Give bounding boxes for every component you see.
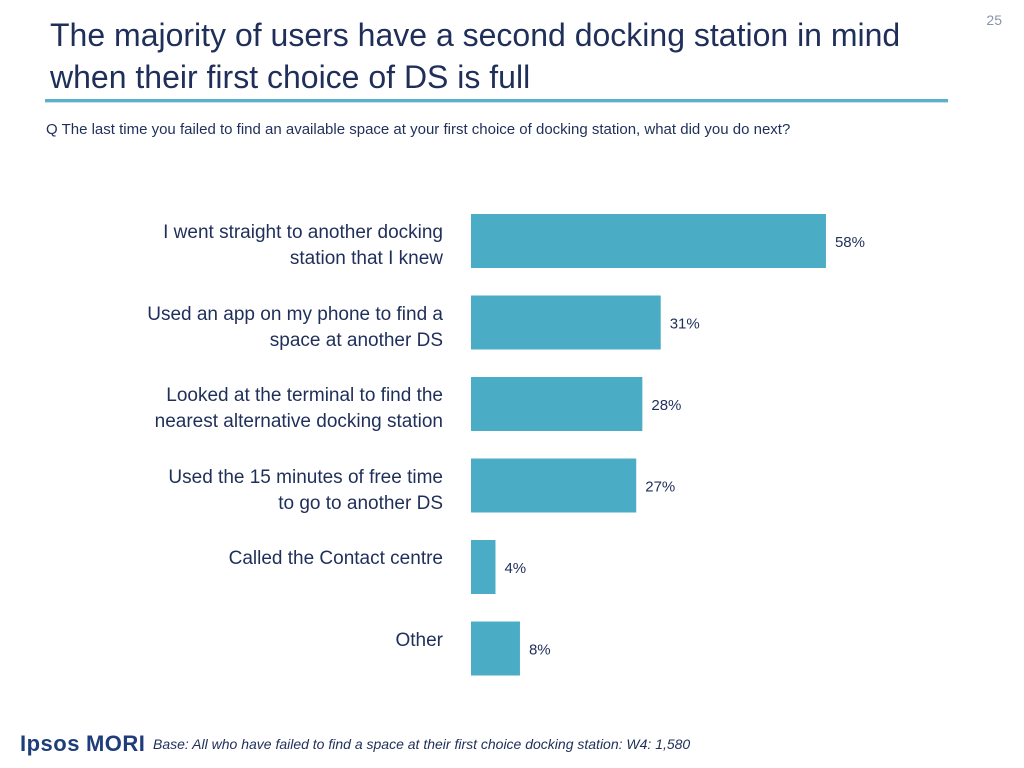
bar [471,458,637,513]
category-label-line: Other [395,629,443,651]
slide-number: 25 [986,12,1002,28]
logo-ipsos: Ipsos [20,731,80,756]
data-label: 58% [835,234,865,251]
category-label-line: Used the 15 minutes of free time [168,466,443,488]
data-label: 31% [670,316,700,333]
category-label-line: station that I knew [289,248,443,269]
data-label: 28% [651,397,681,414]
bar [471,540,496,594]
data-label: 27% [645,479,675,496]
ipsos-mori-logo: Ipsos MORI [20,731,145,757]
category-label-line: Called the Contact centre [228,548,443,569]
category-label: I went straight to another docking statio… [83,220,443,272]
page-title: The majority of users have a second dock… [50,17,901,95]
category-label: Used an app on my phone to find a space a… [83,302,443,354]
category-label-line: Looked at the terminal to find the [166,385,443,406]
bar [471,214,826,268]
category-label: Called the Contact centre [83,546,443,572]
category-label-line: space at another DS [269,329,443,351]
data-label: 8% [529,642,551,659]
bar [471,621,520,676]
category-label-line: I went straight to another docking [163,222,443,243]
category-label: Other [83,628,443,654]
category-label-line: to go to another DS [278,492,443,514]
base-note: Base: All who have failed to find a spac… [153,736,691,752]
category-label: Used the 15 minutes of free time to go to… [83,465,443,517]
title-divider [45,99,948,102]
bar [471,295,661,350]
survey-question: Q The last time you failed to find an av… [46,121,791,138]
data-label: 4% [504,560,526,577]
category-label-line: nearest alternative docking station [154,411,443,432]
logo-mori: MORI [85,731,146,756]
category-label-line: Used an app on my phone to find a [147,303,443,325]
bar [471,377,643,431]
title-divider-shadow [45,102,948,103]
category-label: Looked at the terminal to find the neares… [83,383,443,435]
